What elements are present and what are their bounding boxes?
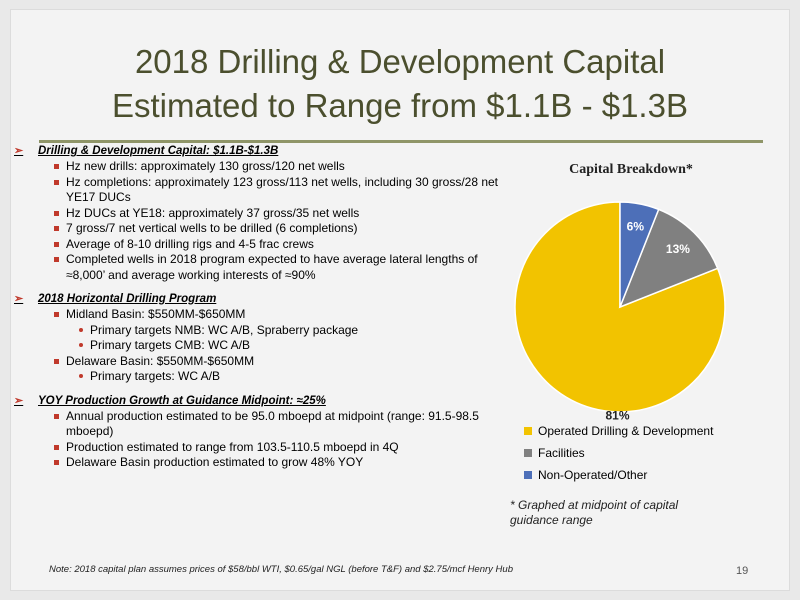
chart-footnote: * Graphed at midpoint of capital guidanc… — [510, 498, 679, 527]
legend-item-non-operated: Non-Operated/Other — [524, 464, 713, 486]
section-heading-text: Drilling & Development Capital: $1.1B-$1… — [38, 145, 279, 157]
bullet-text: Delaware Basin production estimated to g… — [66, 455, 364, 469]
pie-slice-facilities — [618, 208, 719, 309]
arrow-bullet-icon: ➢ — [14, 394, 24, 407]
arrow-bullet-icon: ➢ — [14, 145, 24, 157]
pie-label-operated-drilling: 81% — [605, 409, 629, 422]
bullet-item: Hz DUCs at YE18: approximately 37 gross/… — [54, 206, 514, 222]
chart-legend: Operated Drilling & Development Facilitie… — [524, 420, 713, 486]
title-line-2: Estimated to Range from $1.1B - $1.3B — [112, 87, 688, 124]
bullet-item: Hz completions: approximately 123 gross/… — [54, 175, 514, 206]
section-heading-text: 2018 Horizontal Drilling Program — [38, 293, 217, 305]
section-heading: ➢ Drilling & Development Capital: $1.1B-$… — [14, 143, 514, 159]
bullet-item: Annual production estimated to be 95.0 m… — [54, 409, 514, 440]
legend-swatch — [524, 427, 532, 435]
bullet-item: Delaware Basin production estimated to g… — [54, 455, 514, 471]
slide-title: 2018 Drilling & Development Capital Esti… — [11, 40, 789, 128]
bullet-text: Midland Basin: $550MM-$650MM — [66, 307, 246, 321]
arrow-bullet-icon: ➢ — [14, 293, 24, 305]
bullet-text: Average of 8-10 drilling rigs and 4-5 fr… — [66, 236, 314, 251]
title-line-1: 2018 Drilling & Development Capital — [134, 43, 666, 80]
sub-bullet-item: Primary targets NMB: WC A/B, Spraberry p… — [78, 323, 514, 339]
section: ➢ 2018 Horizontal Drilling Program Midland… — [14, 291, 514, 385]
legend-label: Facilities — [538, 446, 585, 460]
legend-label: Non-Operated/Other — [538, 468, 648, 482]
page-number: 19 — [736, 565, 749, 577]
bullet-text: 7 gross/7 net vertical wells to be drill… — [66, 221, 358, 235]
legend-swatch — [524, 449, 532, 457]
bullet-item: Completed wells in 2018 program expected… — [54, 252, 514, 283]
bullet-text: Delaware Basin: $550MM-$650MM — [66, 353, 255, 368]
legend-swatch — [524, 471, 532, 479]
sub-bullet-item: Primary targets: WC A/B — [78, 369, 514, 385]
section-heading: ➢ 2018 Horizontal Drilling Program — [14, 291, 514, 307]
pie-label-facilities: 13% — [666, 242, 690, 256]
bullet-text: Annual production estimated to be 95.0 m… — [66, 408, 479, 439]
section: ➢ YOY Production Growth at Guidance Midpo… — [14, 393, 514, 471]
pricing-note: Note: 2018 capital plan assumes prices o… — [49, 564, 513, 575]
sub-bullet-item: Primary targets CMB: WC A/B — [78, 338, 514, 354]
bullet-item: 7 gross/7 net vertical wells to be drill… — [54, 221, 514, 237]
section: ➢ Drilling & Development Capital: $1.1B-$… — [14, 143, 514, 283]
section-heading: ➢ YOY Production Growth at Guidance Midpo… — [14, 393, 514, 409]
bullet-item: Midland Basin: $550MM-$650MM Primary targ… — [54, 307, 514, 354]
bullet-text: Hz completions: approximately 123 gross/… — [66, 174, 499, 205]
bullet-item: Delaware Basin: $550MM-$650MM Primary tar… — [54, 354, 514, 385]
bullet-content: ➢ Drilling & Development Capital: $1.1B-$… — [14, 143, 514, 479]
bullet-item: Hz new drills: approximately 130 gross/1… — [54, 159, 514, 175]
bullet-text: Hz new drills: approximately 130 gross/1… — [66, 159, 345, 173]
chart-title: Capital Breakdown* — [569, 162, 693, 177]
bullet-item: Production estimated to range from 103.5… — [54, 440, 514, 456]
pie-label-non-operated: 6% — [627, 220, 645, 234]
bullet-item: Average of 8-10 drilling rigs and 4-5 fr… — [54, 237, 514, 253]
legend-label: Operated Drilling & Development — [538, 424, 714, 438]
legend-item-operated-drilling: Operated Drilling & Development — [524, 420, 713, 442]
legend-item-facilities: Facilities — [524, 442, 713, 464]
pie-slice-non-operated — [619, 201, 660, 308]
bullet-text: Production estimated to range from 103.5… — [66, 439, 399, 454]
bullet-text: Hz DUCs at YE18: approximately 37 gross/… — [66, 205, 360, 220]
capital-pie-chart: 81% 13% 6% — [514, 201, 726, 422]
section-heading-text: YOY Production Growth at Guidance Midpoi… — [38, 394, 326, 407]
title-divider — [39, 140, 763, 143]
bullet-text: Completed wells in 2018 program expected… — [66, 252, 478, 282]
